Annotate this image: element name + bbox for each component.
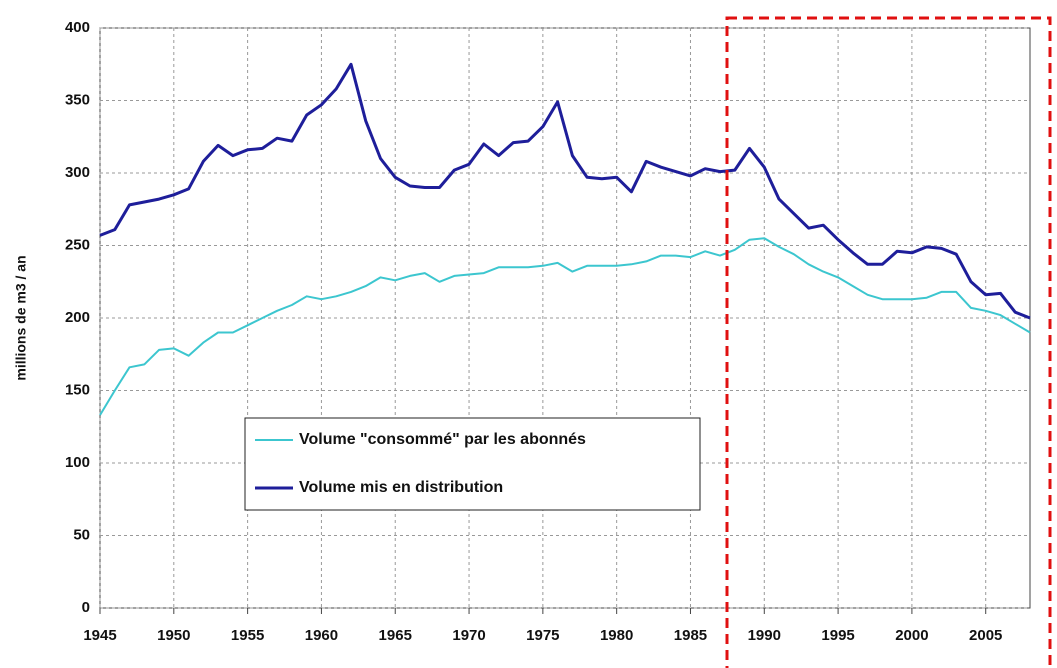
x-tick-label: 2005 — [969, 627, 1002, 644]
y-tick-label: 200 — [65, 309, 90, 326]
y-tick-label: 350 — [65, 91, 90, 108]
x-tick-label: 1955 — [231, 627, 264, 644]
x-tick-label: 1950 — [157, 627, 190, 644]
legend-label: Volume mis en distribution — [299, 479, 503, 496]
x-tick-label: 1980 — [600, 627, 633, 644]
x-tick-label: 1975 — [526, 627, 559, 644]
x-tick-label: 1985 — [674, 627, 707, 644]
x-tick-label: 1990 — [748, 627, 781, 644]
x-tick-label: 1995 — [821, 627, 854, 644]
y-tick-label: 0 — [82, 599, 90, 616]
legend-box — [244, 417, 701, 511]
x-tick-label: 1970 — [452, 627, 485, 644]
x-tick-label: 1965 — [379, 627, 412, 644]
y-tick-label: 150 — [65, 381, 90, 398]
y-tick-label: 250 — [65, 236, 90, 253]
data-line — [99, 237, 1031, 416]
x-tick-label: 1945 — [83, 627, 116, 644]
y-tick-label: 400 — [65, 19, 90, 36]
data-line — [99, 62, 1031, 320]
y-tick-label: 300 — [65, 164, 90, 181]
y-tick-label: 50 — [73, 526, 90, 543]
highlight-frame — [725, 16, 1052, 668]
y-tick-label: 100 — [65, 454, 90, 471]
y-axis-label: millions de m3 / an — [13, 255, 29, 380]
x-tick-label: 1960 — [305, 627, 338, 644]
x-tick-label: 2000 — [895, 627, 928, 644]
legend-label: Volume "consommé" par les abonnés — [299, 431, 586, 448]
